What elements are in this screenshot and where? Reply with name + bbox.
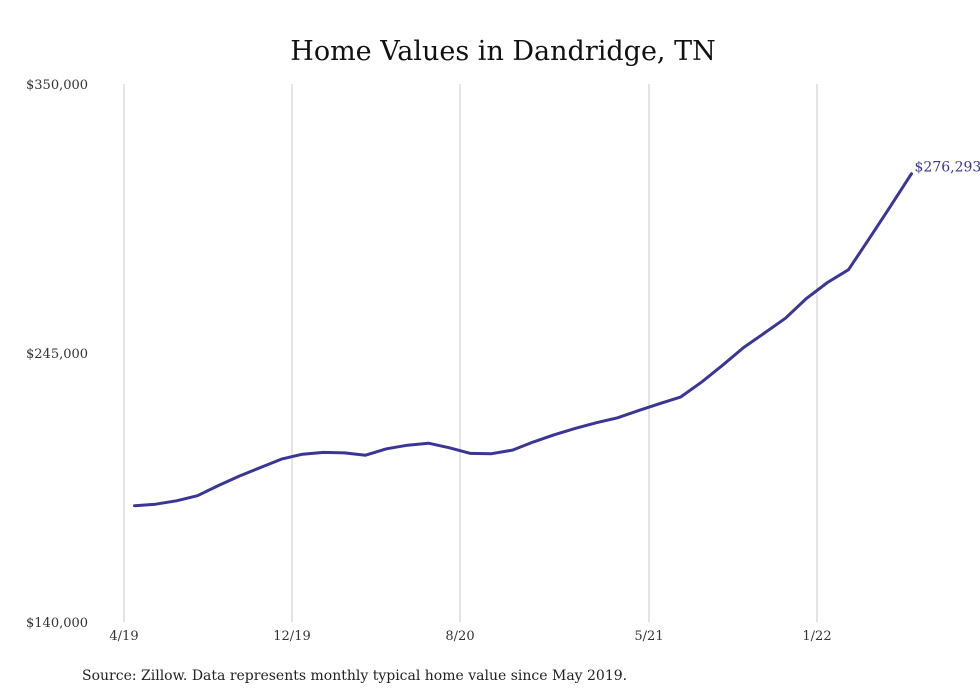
x-tick-label: 4/19 bbox=[109, 629, 138, 644]
x-tick-label: 1/22 bbox=[802, 629, 831, 644]
y-tick-label: $350,000 bbox=[26, 78, 88, 93]
grid-lines bbox=[123, 84, 818, 622]
end-value-label: $276,293 bbox=[915, 160, 980, 176]
home-value-series-line bbox=[133, 172, 913, 508]
source-note: Source: Zillow. Data represents monthly … bbox=[82, 668, 628, 684]
chart-title: Home Values in Dandridge, TN bbox=[290, 36, 715, 67]
x-axis-ticks: 4/19 12/19 8/20 5/21 1/22 bbox=[109, 629, 831, 644]
x-tick-label: 5/21 bbox=[634, 629, 663, 644]
x-tick-label: 12/19 bbox=[273, 629, 310, 644]
y-tick-label: $245,000 bbox=[26, 347, 88, 362]
x-tick-label: 8/20 bbox=[445, 629, 474, 644]
y-tick-label: $140,000 bbox=[26, 616, 88, 631]
y-axis-ticks: $350,000 $245,000 $140,000 bbox=[26, 78, 88, 631]
